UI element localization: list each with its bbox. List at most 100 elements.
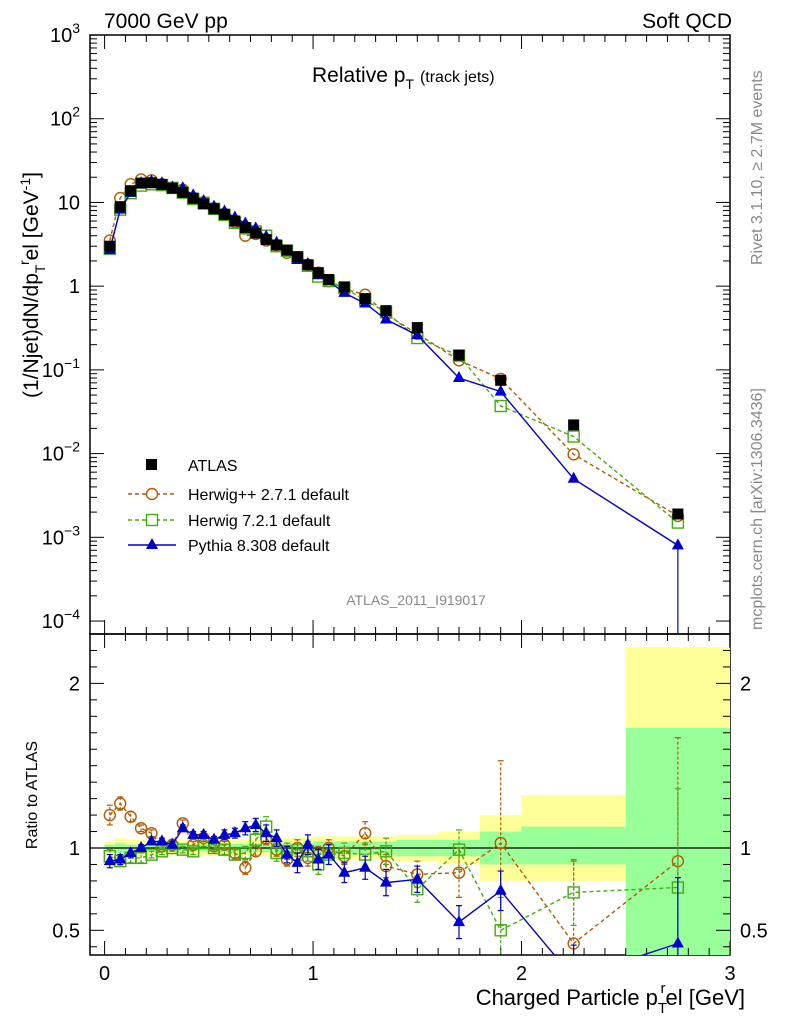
main-point-s0-2 xyxy=(125,185,137,197)
main-point-s0-11 xyxy=(218,208,230,220)
ratio-point-s2-10 xyxy=(208,832,221,844)
main-point-s0-19 xyxy=(302,259,314,271)
ratio-x-tick-label: 0 xyxy=(99,963,110,985)
ratio-series-line-1 xyxy=(109,825,678,932)
main-point-s3-29 xyxy=(671,538,684,550)
ratio-point-s1-22 xyxy=(338,846,351,860)
ratio-point-s1-28 xyxy=(567,886,580,899)
ratio-point-s2-19 xyxy=(301,837,314,849)
main-point-s0-18 xyxy=(291,251,303,263)
ratio-y-tick-label-right: 1 xyxy=(740,838,751,860)
main-point-s0-17 xyxy=(281,244,293,256)
main-point-s0-1 xyxy=(114,201,126,213)
main-y-tick-label: 10 xyxy=(58,192,80,214)
main-point-s0-16 xyxy=(271,239,283,251)
legend-label-atlas: ATLAS xyxy=(188,458,238,475)
energy-label: 7000 GeV pp xyxy=(104,10,228,33)
main-point-s0-3 xyxy=(135,177,147,189)
main-point-s2-27 xyxy=(494,399,507,413)
main-point-s3-24 xyxy=(380,312,393,324)
rivet-label: Rivet 3.1.10, ≥ 2.7M events xyxy=(749,70,766,265)
ratio-point-s2-15 xyxy=(260,826,273,838)
ratio-point-s1-26 xyxy=(452,843,466,856)
main-point-s0-25 xyxy=(411,322,423,334)
main-y-tick-label: 10−3 xyxy=(42,522,80,549)
ratio-y-tick-label-left: 1 xyxy=(69,838,80,860)
ratio-y-tick-label-left: 2 xyxy=(69,673,80,695)
ratio-point-s0-23 xyxy=(358,826,372,840)
main-point-s3-26 xyxy=(452,370,465,382)
main-y-tick-label: 10−4 xyxy=(42,606,80,633)
main-point-s2-28 xyxy=(567,430,580,443)
main-y-tick-label: 103 xyxy=(50,20,80,47)
ratio-point-s0-1 xyxy=(114,797,127,810)
main-point-s0-8 xyxy=(187,192,199,204)
legend-marker-herwig7 xyxy=(145,513,159,527)
main-point-s0-6 xyxy=(166,182,178,194)
legend-marker-herwigpp xyxy=(145,487,159,501)
main-y-tick-label: 1 xyxy=(69,276,80,298)
ratio-point-s0-27 xyxy=(494,836,507,850)
ratio-point-s2-16 xyxy=(270,831,283,843)
ratio-point-s0-3 xyxy=(134,822,148,835)
ratio-band-green-10 xyxy=(521,826,626,865)
ratio-point-s2-21 xyxy=(322,847,335,859)
ratio-point-s2-25 xyxy=(411,872,424,884)
main-point-s0-21 xyxy=(323,274,335,286)
main-point-s0-9 xyxy=(198,198,210,210)
main-point-s0-22 xyxy=(338,281,350,293)
main-title: Relative pT (track jets) xyxy=(312,64,495,92)
main-point-s0-15 xyxy=(260,234,272,246)
main-point-s0-20 xyxy=(312,267,324,279)
main-point-s0-0 xyxy=(104,240,116,252)
ratio-x-tick-label: 2 xyxy=(516,963,527,985)
legend: ATLAS Herwig++ 2.7.1 default Herwig 7.2.… xyxy=(128,458,350,555)
ratio-point-s1-14 xyxy=(249,833,262,846)
ratio-point-s2-1 xyxy=(114,852,127,864)
analysis-label: ATLAS_2011_I919017 xyxy=(346,592,486,608)
main-point-s0-14 xyxy=(250,227,262,239)
main-point-s0-27 xyxy=(495,374,507,386)
ratio-point-s2-29 xyxy=(671,936,684,948)
ratio-point-s2-14 xyxy=(249,817,262,829)
ratio-point-s2-9 xyxy=(197,827,210,839)
main-point-s0-4 xyxy=(145,177,157,189)
main-point-s0-7 xyxy=(177,186,189,198)
main-point-s0-13 xyxy=(239,222,251,234)
ratio-point-s2-27 xyxy=(494,883,507,895)
ratio-point-s2-24 xyxy=(380,875,393,887)
main-point-s0-5 xyxy=(156,178,168,190)
x-axis-label: Charged Particle pTrel [GeV] xyxy=(476,980,745,1017)
ratio-point-s2-22 xyxy=(338,865,351,877)
ratio-point-s0-0 xyxy=(103,808,117,822)
ratio-y-axis-label: Ratio to ATLAS xyxy=(24,741,41,849)
ratio-point-s2-18 xyxy=(291,855,304,867)
legend-label-herwigpp: Herwig++ 2.7.1 default xyxy=(188,487,350,504)
main-point-s3-27 xyxy=(494,384,507,396)
ratio-point-s1-24 xyxy=(379,845,393,858)
main-y-tick-label: 10−1 xyxy=(42,355,80,382)
ratio-point-s2-2 xyxy=(124,845,137,857)
ratio-point-s2-20 xyxy=(312,852,325,864)
main-point-s1-28 xyxy=(567,448,580,461)
ratio-point-s2-4 xyxy=(145,834,158,846)
ratio-point-s1-8 xyxy=(186,845,200,858)
ratio-point-s1-27 xyxy=(494,924,507,937)
main-point-s0-10 xyxy=(208,203,220,215)
ratio-point-s2-7 xyxy=(176,821,189,833)
ratio-point-s2-26 xyxy=(452,915,465,927)
ratio-point-s2-13 xyxy=(239,821,252,833)
main-point-s0-28 xyxy=(568,419,580,431)
ratio-point-s2-3 xyxy=(135,841,148,852)
main-point-s0-12 xyxy=(229,215,241,227)
legend-marker-pythia xyxy=(146,538,158,549)
legend-marker-atlas xyxy=(146,459,157,470)
main-panel-frame xyxy=(89,34,731,635)
ratio-x-tick-label: 3 xyxy=(724,963,735,985)
main-y-tick-label: 102 xyxy=(50,104,80,131)
main-y-tick-label: 10−2 xyxy=(42,439,80,466)
ratio-point-s1-13 xyxy=(239,846,252,860)
main-point-s0-29 xyxy=(672,508,684,520)
ratio-point-s0-2 xyxy=(124,810,137,823)
